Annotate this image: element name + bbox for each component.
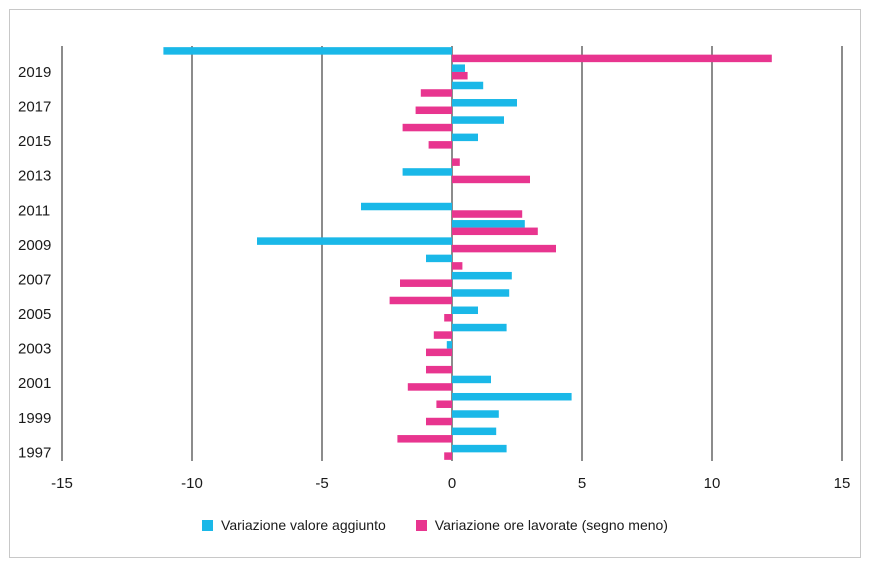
bar-ore-lavorate-2016	[402, 123, 452, 132]
y-tick-label: 2011	[18, 202, 50, 219]
bar-ore-lavorate-2007	[400, 279, 452, 287]
bar-ore-lavorate-2017	[415, 106, 452, 115]
bar-chart: 2019 2017 2015 2013 2011 2009 2007 2005 2003 2001…	[18, 46, 850, 492]
bar-ore-lavorate-2015	[428, 141, 452, 149]
bar-valore-aggiunto-2020	[163, 47, 452, 55]
bar-valore-aggiunto-2001	[452, 375, 491, 384]
bar-valore-aggiunto-2011	[361, 202, 452, 211]
bar-ore-lavorate-2013	[452, 175, 530, 184]
y-tick-labels: 2019 2017 2015 2013 2011 2009 2007 2005 2003 2001…	[18, 64, 51, 461]
legend-label-ore-lavorate: Variazione ore lavorate (segno meno)	[434, 517, 668, 533]
bar-ore-lavorate-2010	[452, 227, 538, 236]
bar-ore-lavorate-2019	[452, 71, 468, 80]
x-tick-label: 0	[448, 475, 456, 492]
bar-valore-aggiunto-2015	[452, 133, 478, 142]
x-tick-label: -10	[181, 475, 203, 492]
bar-valore-aggiunto-2013	[402, 168, 452, 176]
y-tick-label: 2015	[18, 133, 51, 150]
legend-swatch-ore-lavorate	[415, 519, 427, 531]
y-tick-label: 2017	[18, 99, 51, 116]
bar-ore-lavorate-2008	[452, 262, 463, 270]
y-tick-label: 2003	[18, 341, 51, 358]
bar-valore-aggiunto-1999	[452, 410, 499, 418]
x-tick-label: 15	[834, 475, 851, 492]
bar-valore-aggiunto-2019	[452, 64, 465, 72]
x-tick-label: -15	[51, 475, 73, 492]
bar-ore-lavorate-2009	[452, 244, 556, 253]
y-tick-label: 2005	[18, 306, 51, 323]
bar-valore-aggiunto-2003	[446, 341, 452, 349]
bar-ore-lavorate-2004	[433, 331, 452, 339]
y-tick-label: 1997	[18, 444, 51, 461]
bar-valore-aggiunto-2000	[452, 392, 572, 401]
bar-ore-lavorate-2000	[436, 400, 452, 408]
chart-frame	[9, 9, 861, 558]
y-tick-label: 2019	[18, 64, 51, 81]
legend-swatch-valore-aggiunto	[202, 519, 214, 531]
bar-valore-aggiunto-2007	[452, 271, 512, 280]
bar-ore-lavorate-2011	[452, 210, 523, 218]
bar-valore-aggiunto-2008	[426, 254, 452, 263]
gridlines	[61, 46, 843, 461]
bar-ore-lavorate-2003	[426, 348, 452, 357]
y-tick-label: 2013	[18, 168, 51, 185]
bars	[163, 47, 772, 460]
legend-label-valore-aggiunto: Variazione valore aggiunto	[221, 517, 386, 533]
bar-valore-aggiunto-2018	[452, 81, 484, 90]
bar-ore-lavorate-2002	[426, 365, 452, 374]
bar-valore-aggiunto-2017	[452, 99, 517, 107]
bar-ore-lavorate-2020	[452, 54, 772, 63]
y-tick-label: 2007	[18, 271, 51, 288]
legend-item-valore-aggiunto: Variazione valore aggiunto	[202, 517, 386, 533]
bar-valore-aggiunto-2009	[257, 237, 452, 245]
bar-ore-lavorate-2005	[444, 314, 452, 322]
bar-ore-lavorate-1998	[397, 435, 452, 443]
bar-valore-aggiunto-2016	[452, 116, 504, 124]
bar-valore-aggiunto-1997	[452, 444, 507, 453]
bar-valore-aggiunto-2005	[452, 306, 478, 315]
bar-ore-lavorate-2014	[452, 158, 460, 166]
bar-ore-lavorate-2001	[407, 383, 452, 391]
bar-ore-lavorate-1999	[426, 417, 452, 426]
bar-valore-aggiunto-1998	[452, 427, 497, 436]
bar-valore-aggiunto-2004	[452, 323, 507, 332]
bar-valore-aggiunto-2010	[452, 220, 525, 228]
x-tick-label: 5	[578, 475, 586, 492]
y-tick-label: 2009	[18, 237, 51, 254]
bar-ore-lavorate-2018	[420, 89, 452, 97]
bar-ore-lavorate-2006	[389, 296, 452, 305]
y-tick-label: 2001	[18, 375, 51, 392]
bar-ore-lavorate-1997	[444, 452, 452, 460]
legend: Variazione valore aggiunto Variazione or…	[0, 517, 870, 533]
x-tick-label: 10	[704, 475, 721, 492]
bar-valore-aggiunto-2006	[452, 289, 510, 297]
x-tick-label: -5	[315, 475, 328, 492]
legend-item-ore-lavorate: Variazione ore lavorate (segno meno)	[415, 517, 668, 533]
x-tick-labels: -15 -10 -5 0 5 10 15	[51, 475, 850, 492]
y-tick-label: 1999	[18, 410, 51, 427]
